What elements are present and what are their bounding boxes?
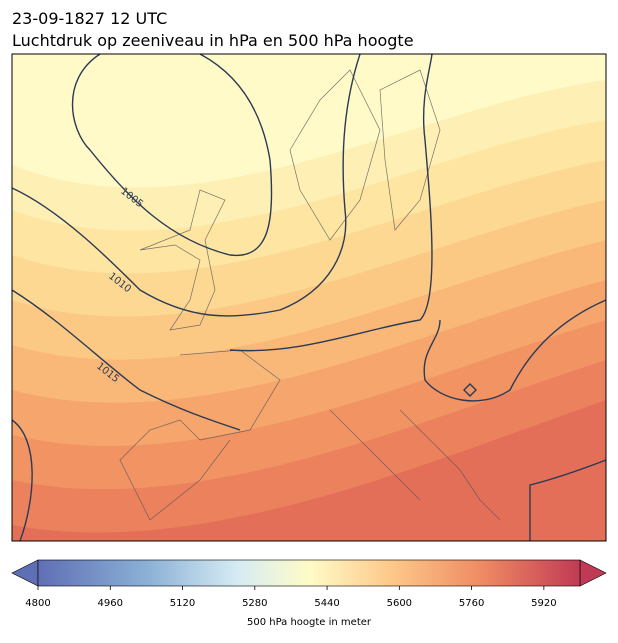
- subtitle: Luchtdruk op zeeniveau in hPa en 500 hPa…: [12, 31, 414, 50]
- colorbar-tick-label: 5600: [387, 598, 412, 609]
- map-area: [12, 54, 606, 541]
- colorbar-tick-label: 4800: [25, 598, 50, 609]
- colorbar-extend-high: [579, 559, 607, 587]
- colorbar-label: 500 hPa hoogte in meter: [247, 617, 372, 628]
- coastline: [119, 69, 501, 521]
- isobar: [463, 383, 477, 397]
- colorbar-tick-label: 5280: [242, 598, 267, 609]
- isobar: [71, 54, 273, 257]
- isobar: [12, 299, 606, 541]
- colorbar-tick-label: 4960: [98, 598, 123, 609]
- map-frame: [11, 53, 607, 542]
- colorbar-extend-low: [11, 559, 39, 587]
- colorbar: [37, 559, 581, 587]
- colorbar-tick-label: 5440: [314, 598, 339, 609]
- colorbar-tick-label: 5920: [531, 598, 556, 609]
- isobar: [12, 54, 361, 317]
- colorbar-tick-label: 5760: [459, 598, 484, 609]
- title: 23-09-1827 12 UTC: [12, 9, 167, 28]
- height-band: [12, 400, 606, 541]
- isobar: [12, 54, 433, 431]
- colorbar-tick-label: 5120: [170, 598, 195, 609]
